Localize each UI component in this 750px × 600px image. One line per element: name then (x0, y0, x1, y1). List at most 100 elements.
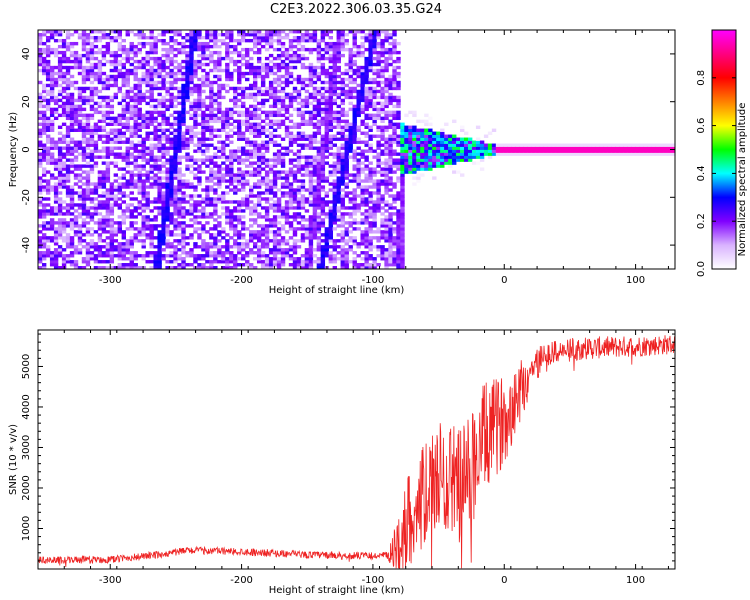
heatmap-cell (117, 188, 123, 192)
heatmap-cell (296, 89, 302, 94)
heatmap-cell (241, 134, 246, 138)
heatmap-cell (268, 41, 274, 46)
heatmap-cell (89, 227, 95, 231)
heatmap-cell (324, 230, 330, 234)
heatmap-cell (380, 92, 385, 97)
heatmap-cell (165, 176, 170, 180)
heatmap-cell (73, 149, 79, 153)
heatmap-cell (300, 143, 306, 147)
heatmap-cell (368, 239, 373, 243)
heatmap-cell (213, 206, 218, 210)
heatmap-cell (105, 260, 111, 264)
heatmap-cell (320, 209, 326, 213)
heatmap-cell (272, 239, 278, 243)
heatmap-cell (332, 212, 337, 216)
heatmap-cell (312, 215, 318, 219)
heatmap-cell (268, 53, 274, 58)
heatmap-cell (264, 197, 270, 201)
heatmap-cell (121, 92, 126, 97)
heatmap-cell (368, 41, 373, 46)
heatmap-cell (153, 125, 158, 129)
heatmap-cell (416, 152, 421, 156)
heatmap-cell (237, 59, 242, 64)
heatmap-cell (169, 173, 174, 177)
heatmap-cell (225, 170, 230, 174)
heatmap-cell (77, 35, 83, 40)
heatmap-cell (221, 206, 226, 210)
heatmap-cell (181, 47, 186, 52)
heatmap-cell (328, 44, 334, 49)
heatmap-cell (241, 203, 246, 207)
heatmap-cell (149, 104, 154, 109)
heatmap-cell (189, 47, 194, 52)
heatmap-cell (308, 236, 314, 240)
heatmap-cell (304, 98, 310, 103)
heatmap-cell (41, 83, 47, 88)
heatmap-cell (296, 227, 302, 231)
heatmap-cell (280, 155, 286, 159)
heatmap-cell (173, 30, 178, 34)
heatmap-cell (316, 194, 322, 198)
heatmap-cell (320, 143, 326, 147)
heatmap-cell (129, 143, 134, 147)
heatmap-cell (384, 35, 389, 40)
heatmap-cell (189, 113, 194, 118)
heatmap-cell (304, 161, 310, 165)
heatmap-cell (384, 77, 389, 82)
heatmap-cell (113, 146, 119, 150)
heatmap-cell (193, 221, 198, 225)
heatmap-cell (57, 218, 63, 222)
heatmap-cell (356, 227, 361, 231)
heatmap-cell (360, 221, 365, 225)
heatmap-cell (336, 80, 341, 85)
heatmap-cell (97, 155, 103, 159)
heatmap-cell (252, 41, 258, 46)
heatmap-cell (229, 209, 234, 213)
heatmap-cell (332, 254, 337, 258)
heatmap-cell (292, 95, 298, 100)
heatmap-cell (380, 107, 385, 112)
heatmap-cell (181, 50, 186, 55)
heatmap-cell (264, 161, 270, 165)
heatmap-cell (360, 263, 365, 267)
heatmap-cell (185, 38, 190, 43)
heatmap-cell (316, 167, 322, 171)
heatmap-cell (109, 38, 115, 43)
heatmap-cell (352, 158, 357, 162)
heatmap-cell (85, 209, 91, 213)
heatmap-cell (93, 128, 99, 132)
heatmap-cell (133, 77, 138, 82)
heatmap-cell (129, 260, 134, 264)
heatmap-cell (292, 53, 298, 58)
heatmap-cell (324, 95, 330, 100)
heatmap-cell (101, 53, 107, 58)
heatmap-cell (125, 128, 130, 132)
heatmap-cell (125, 110, 130, 115)
heatmap-cell (153, 80, 158, 85)
heatmap-cell (340, 41, 345, 46)
heatmap-cell (201, 254, 206, 258)
heatmap-cell (233, 218, 238, 222)
heatmap-cell (344, 239, 349, 243)
heatmap-cell (260, 62, 266, 67)
heatmap-cell (400, 170, 405, 174)
heatmap-cell (101, 173, 107, 177)
heatmap-cell (97, 89, 103, 94)
heatmap-cell (201, 266, 206, 270)
heatmap-cell (364, 200, 369, 204)
heatmap-cell (348, 122, 353, 126)
heatmap-cell (256, 215, 262, 219)
heatmap-cell (344, 251, 349, 255)
heatmap-cell (157, 236, 162, 240)
heatmap-cell (177, 77, 182, 82)
heatmap-cell (380, 161, 385, 165)
heatmap-cell (77, 32, 83, 37)
heatmap-cell (109, 221, 115, 225)
heatmap-cell (332, 218, 337, 222)
heatmap-cell (149, 170, 154, 174)
heatmap-cell (73, 113, 79, 118)
heatmap-cell (77, 248, 83, 252)
heatmap-cell (284, 176, 290, 180)
heatmap-cell (137, 149, 142, 153)
heatmap-cell (125, 53, 130, 58)
